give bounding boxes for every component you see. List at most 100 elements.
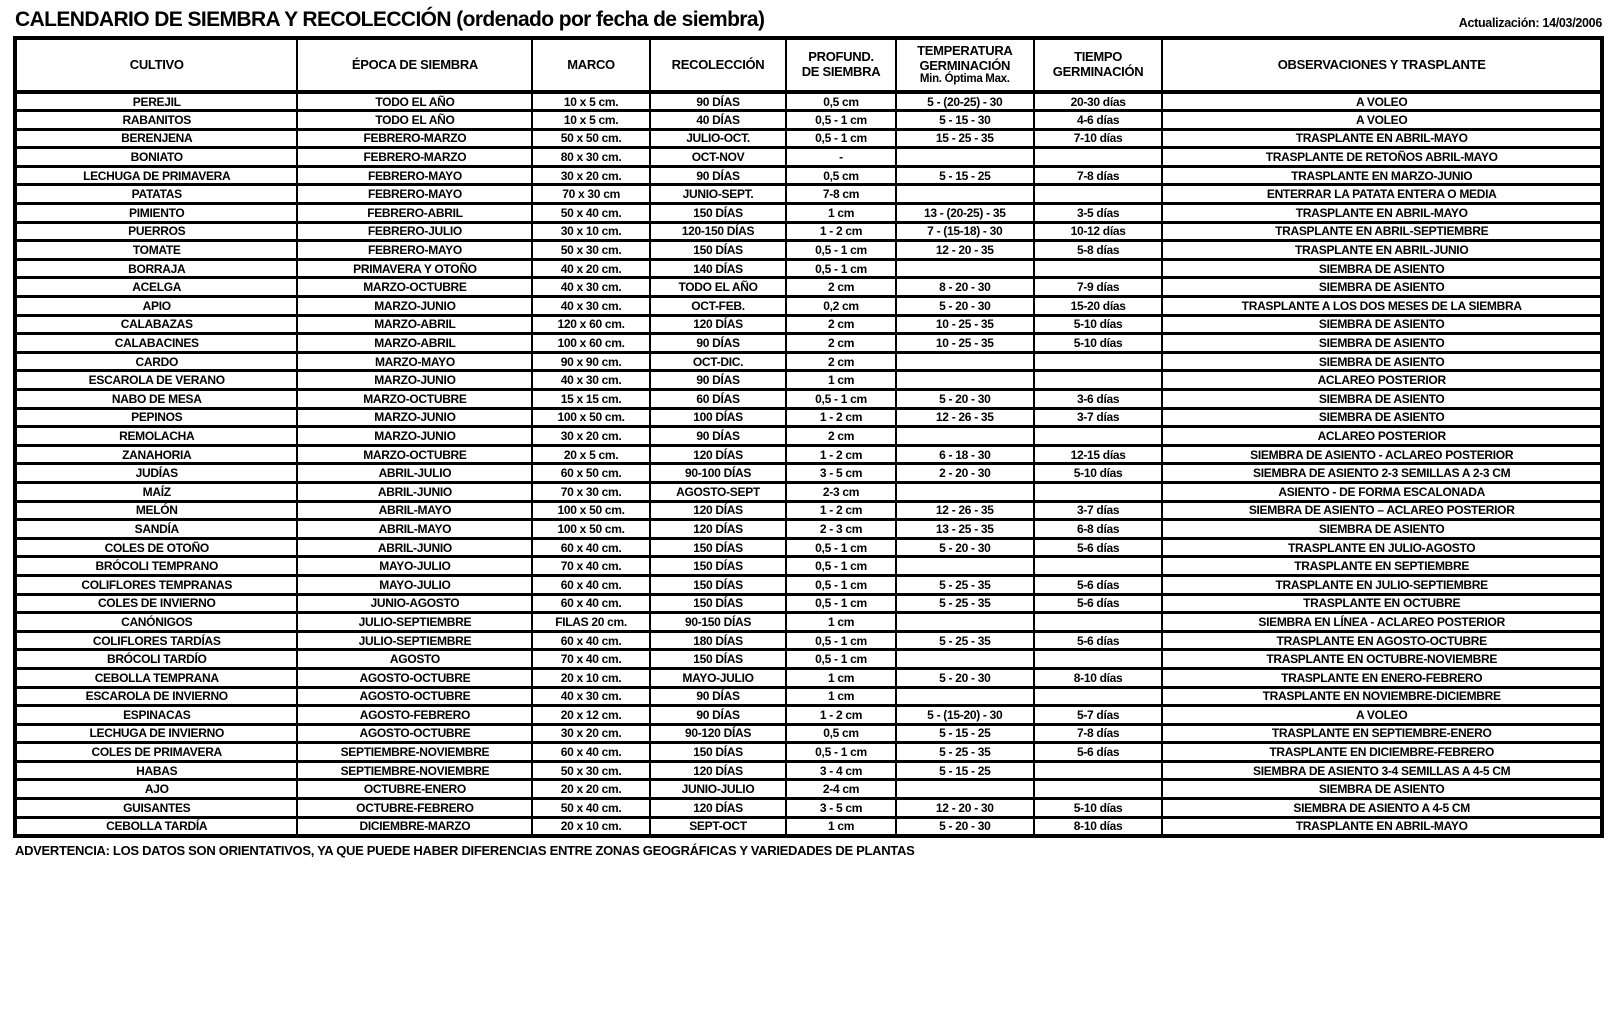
cell-epoca: MAYO-JULIO: [296, 555, 534, 577]
cell-observaciones: TRASPLANTE EN DICIEMBRE-FEBRERO: [1161, 741, 1603, 763]
cell-recoleccion: 90 DÍAS: [648, 164, 788, 187]
cell-marco: 70 x 40 cm.: [531, 648, 651, 670]
table-row: BONIATO FEBRERO-MARZO 80 x 30 cm. OCT-NOV - T…: [13, 146, 1603, 168]
cell-recoleccion: 150 DÍAS: [648, 592, 788, 615]
table-row: MAÍZ ABRIL-JUNIO 70 x 30 cm. AGOSTO-SEPT 2-3…: [13, 481, 1603, 503]
cell-tiempo: 5-10 días: [1032, 797, 1164, 819]
column-header-epoca: ÉPOCA DE SIEMBRA: [296, 36, 534, 94]
cell-tiempo: 5-10 días: [1032, 462, 1164, 484]
page-title: CALENDARIO DE SIEMBRA Y RECOLECCIÓN (ord…: [15, 8, 765, 31]
table-row: BRÓCOLI TARDÍO AGOSTO 70 x 40 cm. 150 DÍAS 0…: [13, 648, 1603, 670]
cell-profundidad: 2-4 cm: [785, 778, 897, 801]
cell-temperatura: [894, 425, 1035, 447]
cell-observaciones: TRASPLANTE A LOS DOS MESES DE LA SIEMBRA: [1161, 295, 1603, 317]
cell-tiempo: 5-6 días: [1032, 536, 1164, 559]
cell-observaciones: TRASPLANTE EN MARZO-JUNIO: [1161, 164, 1603, 187]
cell-observaciones: SIEMBRA DE ASIENTO 2-3 SEMILLAS A 2-3 CM: [1161, 462, 1603, 484]
cell-profundidad: 0,5 - 1 cm: [785, 239, 897, 261]
table-row: BORRAJA PRIMAVERA Y OTOÑO 40 x 20 cm. 140 D…: [13, 257, 1603, 280]
cell-temperatura: 2 - 20 - 30: [894, 462, 1035, 484]
cell-observaciones: TRASPLANTE EN JULIO-AGOSTO: [1161, 536, 1603, 559]
cell-cultivo: TOMATE: [13, 239, 299, 261]
cell-tiempo: 7-10 días: [1032, 127, 1164, 150]
cell-profundidad: 1 cm: [785, 611, 897, 633]
cell-marco: 30 x 20 cm.: [531, 425, 651, 447]
cell-recoleccion: 150 DÍAS: [648, 555, 788, 577]
cell-marco: 20 x 5 cm.: [531, 443, 651, 466]
cell-tiempo: 15-20 días: [1032, 295, 1164, 317]
cell-temperatura: 7 - (15-18) - 30: [894, 220, 1035, 243]
cell-observaciones: ENTERRAR LA PATATA ENTERA O MEDIA: [1161, 183, 1603, 206]
cell-marco: 20 x 10 cm.: [531, 666, 651, 689]
table-row: COLIFLORES TEMPRANAS MAYO-JULIO 60 x 40 cm…: [13, 573, 1603, 596]
cell-tiempo: [1032, 350, 1164, 373]
cell-tiempo: 5-8 días: [1032, 239, 1164, 261]
cell-cultivo: BORRAJA: [13, 257, 299, 280]
table-row: CEBOLLA TEMPRANA AGOSTO-OCTUBRE 20 x 10 cm…: [13, 666, 1603, 689]
cell-tiempo: [1032, 648, 1164, 670]
cell-marco: 40 x 30 cm.: [531, 685, 651, 708]
column-header-label: ÉPOCA DE SIEMBRA: [351, 56, 479, 72]
cell-recoleccion: 120 DÍAS: [648, 759, 788, 782]
cell-tiempo: 5-6 días: [1032, 741, 1164, 763]
cell-temperatura: 5 - 20 - 30: [894, 295, 1035, 317]
cell-recoleccion: 100 DÍAS: [648, 406, 788, 429]
table-row: PEPINOS MARZO-JUNIO 100 x 50 cm. 100 DÍAS 1 …: [13, 406, 1603, 429]
cell-profundidad: 2 cm: [785, 276, 897, 298]
cell-marco: 50 x 50 cm.: [531, 127, 651, 150]
cell-recoleccion: 150 DÍAS: [648, 202, 788, 224]
cell-observaciones: SIEMBRA DE ASIENTO: [1161, 518, 1603, 540]
cell-recoleccion: 150 DÍAS: [648, 648, 788, 670]
cell-observaciones: TRASPLANTE EN AGOSTO-OCTUBRE: [1161, 629, 1603, 652]
cell-profundidad: 0,5 cm: [785, 164, 897, 187]
cell-epoca: JULIO-SEPTIEMBRE: [296, 629, 534, 652]
cell-temperatura: [894, 369, 1035, 391]
cell-temperatura: [894, 350, 1035, 373]
cell-epoca: SEPTIEMBRE-NOVIEMBRE: [296, 759, 534, 782]
cell-tiempo: 5-6 días: [1032, 592, 1164, 615]
cell-tiempo: 3-5 días: [1032, 202, 1164, 224]
table-row: COLES DE OTOÑO ABRIL-JUNIO 60 x 40 cm. 150 …: [13, 536, 1603, 559]
table-row: CEBOLLA TARDÍA DICIEMBRE-MARZO 20 x 10 cm.…: [13, 815, 1603, 838]
cell-cultivo: ESPINACAS: [13, 704, 299, 726]
cell-observaciones: TRASPLANTE EN ABRIL-MAYO: [1161, 202, 1603, 224]
cell-cultivo: MELÓN: [13, 499, 299, 522]
cell-recoleccion: 90 DÍAS: [648, 369, 788, 391]
cell-epoca: MARZO-JUNIO: [296, 295, 534, 317]
table-row: COLES DE INVIERNO JUNIO-AGOSTO 60 x 40 cm.…: [13, 592, 1603, 615]
cell-profundidad: 0,5 - 1 cm: [785, 388, 897, 410]
cell-temperatura: 5 - 25 - 35: [894, 592, 1035, 615]
cell-recoleccion: 120 DÍAS: [648, 797, 788, 819]
cell-cultivo: PIMIENTO: [13, 202, 299, 224]
cell-marco: 70 x 30 cm.: [531, 481, 651, 503]
cell-temperatura: 12 - 20 - 35: [894, 239, 1035, 261]
table-row: RABANITOS TODO EL AÑO 10 x 5 cm. 40 DÍAS 0,5…: [13, 109, 1603, 131]
cell-epoca: AGOSTO-OCTUBRE: [296, 685, 534, 708]
cell-tiempo: [1032, 685, 1164, 708]
cell-tiempo: 20-30 días: [1032, 90, 1164, 113]
cell-tiempo: [1032, 369, 1164, 391]
cell-observaciones: SIEMBRA DE ASIENTO: [1161, 257, 1603, 280]
cell-cultivo: ESCAROLA DE VERANO: [13, 369, 299, 391]
cell-tiempo: 5-10 días: [1032, 332, 1164, 354]
cell-profundidad: 3 - 5 cm: [785, 797, 897, 819]
cell-tiempo: 3-6 días: [1032, 388, 1164, 410]
cell-marco: 40 x 20 cm.: [531, 257, 651, 280]
cell-cultivo: CEBOLLA TEMPRANA: [13, 666, 299, 689]
cell-recoleccion: 90 DÍAS: [648, 685, 788, 708]
cell-cultivo: PATATAS: [13, 183, 299, 206]
cell-temperatura: 8 - 20 - 30: [894, 276, 1035, 298]
table-row: PUERROS FEBRERO-JULIO 30 x 10 cm. 120-150 D…: [13, 220, 1603, 243]
cell-tiempo: [1032, 611, 1164, 633]
table-row: BRÓCOLI TEMPRANO MAYO-JULIO 70 x 40 cm. 150…: [13, 555, 1603, 577]
cell-observaciones: TRASPLANTE EN ABRIL-MAYO: [1161, 127, 1603, 150]
cell-observaciones: SIEMBRA DE ASIENTO: [1161, 350, 1603, 373]
cell-temperatura: [894, 146, 1035, 168]
cell-temperatura: 13 - 25 - 35: [894, 518, 1035, 540]
cell-tiempo: [1032, 759, 1164, 782]
cell-temperatura: [894, 481, 1035, 503]
cell-temperatura: [894, 555, 1035, 577]
cell-observaciones: TRASPLANTE EN SEPTIEMBRE-ENERO: [1161, 722, 1603, 745]
column-header-cultivo: CULTIVO: [13, 36, 299, 94]
cell-recoleccion: 120 DÍAS: [648, 518, 788, 540]
